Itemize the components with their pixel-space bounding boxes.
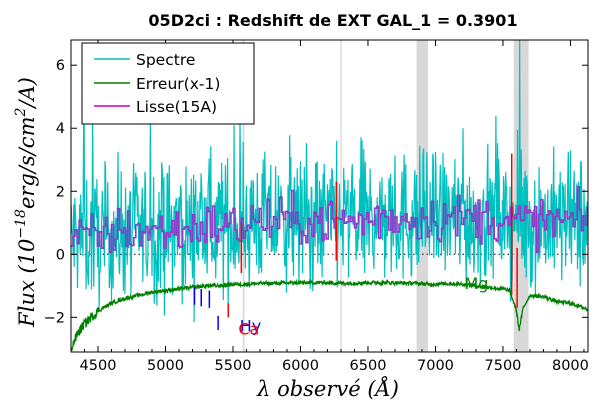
x-tick-label: 7500 — [485, 358, 522, 374]
y-tick-label: 0 — [56, 247, 65, 263]
x-tick-label: 6500 — [350, 358, 387, 374]
y-axis-label: Flux (10−18erg/s/cm2/A) — [13, 77, 39, 328]
series-lisse-line — [71, 185, 588, 254]
series-erreur-line — [71, 278, 588, 351]
x-tick-label: 5000 — [147, 358, 184, 374]
annotation-2: Mg — [464, 274, 488, 293]
plot-frame — [70, 39, 589, 353]
chart-title: 05D2ci : Redshift de EXT GAL_1 = 0.3901 — [148, 11, 517, 30]
x-tick-label: 6000 — [282, 358, 319, 374]
legend-label-spectre: Spectre — [136, 51, 195, 69]
x-tick-label: 7000 — [417, 358, 454, 374]
y-axis-label-exp2: 2 — [13, 108, 29, 118]
x-axis-label: λ observé (Å) — [256, 376, 399, 400]
y-axis-label-exp: −18 — [13, 209, 29, 239]
x-tick-label: 5500 — [215, 358, 252, 374]
svg-text:Flux (10−18erg/s/cm2/A): Flux (10−18erg/s/cm2/A) — [13, 77, 39, 328]
y-tick-label: 6 — [56, 58, 65, 74]
x-tick-label: 4500 — [80, 358, 117, 374]
annotation-0: Hy — [240, 317, 262, 336]
y-axis-label-post: erg/s/cm — [15, 117, 39, 210]
x-tick-label: 8000 — [552, 358, 589, 374]
legend-label-erreur: Erreur(x-1) — [136, 75, 220, 93]
legend-label-lisse: Lisse(15A) — [136, 98, 217, 116]
shaded-band — [340, 40, 342, 352]
y-axis-label-post2: /A) — [15, 77, 39, 109]
annotation-1: Ca — [238, 320, 259, 339]
y-axis-label-pre: Flux (10 — [15, 239, 39, 328]
y-tick-label: −2 — [44, 310, 65, 326]
series-spectre-line — [71, 40, 588, 323]
legend: Spectre Erreur(x-1) Lisse(15A) — [81, 42, 255, 125]
y-tick-label: 4 — [56, 121, 65, 137]
y-tick-label: 2 — [56, 184, 65, 200]
